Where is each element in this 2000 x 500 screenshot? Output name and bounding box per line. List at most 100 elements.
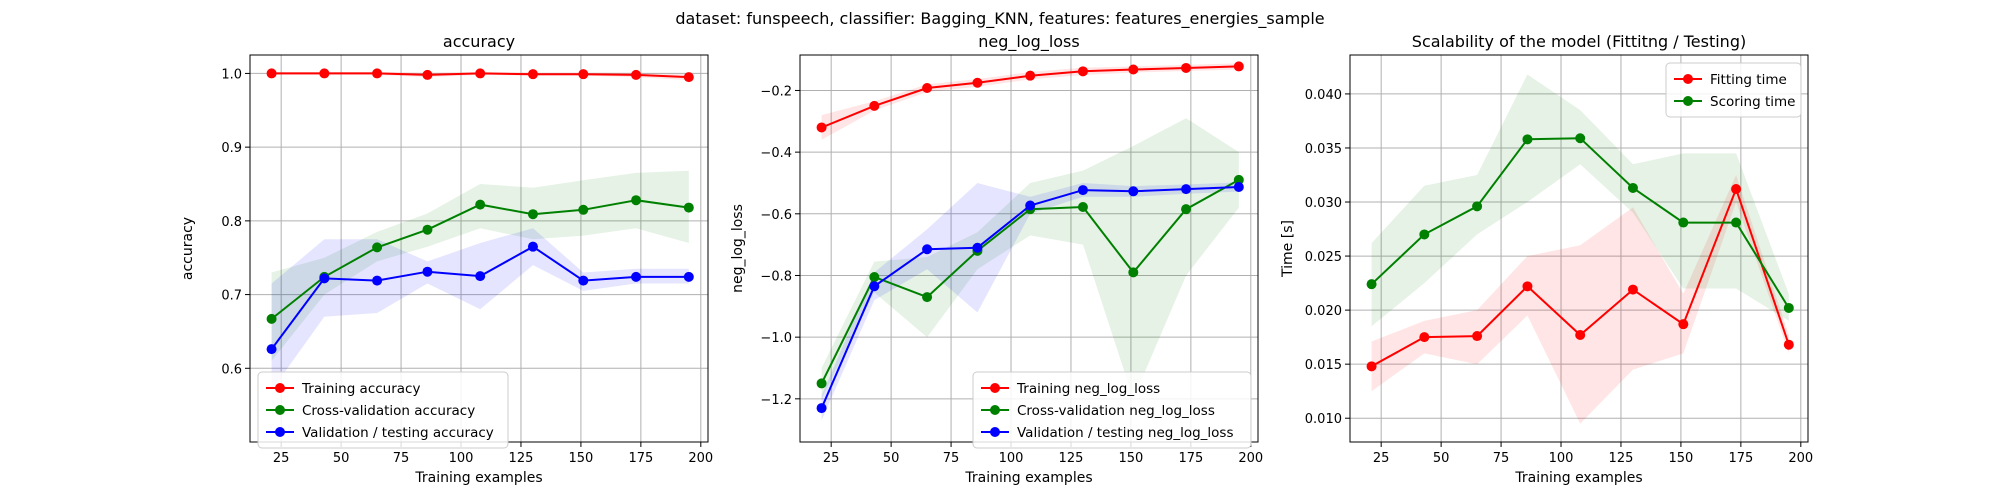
data-point [372,275,383,286]
data-point [1128,186,1139,197]
subplot-2: neg_log_loss 25 50 75 100 125 150 175 200 −1.2 −1.… [730,32,1263,486]
legend-marker [1683,74,1693,84]
data-point [1522,281,1533,292]
x-tick-label: 50 [883,451,900,466]
data-point [578,69,589,80]
y-tick-label: −0.6 [760,208,792,223]
x-tick-label: 200 [1788,451,1813,466]
data-point [475,68,486,79]
legend: Training accuracy Cross-validation accura… [257,371,509,449]
x-tick-label: 50 [333,451,350,466]
x-tick-label: 175 [628,451,653,466]
data-point [631,69,642,80]
x-axis-label: Training examples [414,470,542,486]
data-point [1678,217,1689,228]
data-point [578,275,589,286]
data-point [527,241,538,252]
data-point [1233,61,1244,72]
legend-label: Cross-validation neg_log_loss [1017,403,1215,419]
data-point [475,271,486,282]
figure-suptitle: dataset: funspeech, classifier: Bagging_… [675,9,1324,29]
y-tick-label: 0.9 [221,141,242,156]
data-point [1731,217,1742,228]
confidence-band [271,228,689,391]
y-tick-label: 0.8 [221,215,242,230]
data-point [631,271,642,282]
data-point [422,224,433,235]
legend-marker [990,427,1000,437]
data-point [631,195,642,206]
y-tick-label: 0.010 [1305,412,1342,427]
x-tick-label: 175 [1178,451,1203,466]
y-tick-label: −1.2 [760,393,792,408]
legend-marker [990,405,1000,415]
data-point [869,100,880,111]
x-tick-label: 150 [1118,451,1143,466]
x-tick-label: 125 [1059,451,1084,466]
x-tick-label: 100 [449,451,474,466]
x-tick-label: 25 [273,451,290,466]
data-point [372,68,383,79]
data-point [372,242,383,253]
subplot-title: Scalability of the model (Fittitng / Tes… [1412,32,1746,51]
confidence-band [821,182,1239,421]
x-tick-label: 150 [1668,451,1693,466]
legend-label: Training neg_log_loss [1016,381,1160,397]
data-point [922,82,933,93]
data-point [683,271,694,282]
x-tick-label: 200 [1238,451,1263,466]
y-tick-label: 0.7 [221,289,242,304]
data-point [1678,319,1689,330]
legend: Fitting time Scoring time [1665,62,1802,118]
data-point [1128,267,1139,278]
y-axis-label: neg_log_loss [730,204,746,293]
x-tick-label: 75 [943,451,960,466]
data-point [266,68,277,79]
data-point [816,378,827,389]
data-point [1783,339,1794,350]
data-point [1419,332,1430,343]
data-point [972,77,983,88]
data-point [816,122,827,133]
confidence-band [1371,74,1789,327]
data-point [1575,329,1586,340]
data-point [1366,361,1377,372]
y-tick-label: 0.6 [221,362,242,377]
data-point [1025,200,1036,211]
y-tick-label: 0.015 [1305,358,1342,373]
legend-marker [1683,96,1693,106]
data-point [816,403,827,414]
legend-label: Fitting time [1710,72,1787,88]
data-point [319,68,330,79]
data-point [1472,201,1483,212]
y-tick-label: 0.030 [1305,196,1342,211]
x-tick-label: 75 [393,451,410,466]
y-tick-label: −0.8 [760,269,792,284]
data-point [1366,279,1377,290]
data-point [1181,184,1192,195]
legend-marker [275,405,285,415]
legend-box [972,371,1252,449]
data-point [869,281,880,292]
x-tick-label: 175 [1728,451,1753,466]
confidence-band [271,170,689,361]
axes-frame [1349,54,1809,443]
data-point [1233,181,1244,192]
data-point [922,292,933,303]
data-point [972,242,983,253]
x-tick-label: 25 [823,451,840,466]
data-point [1419,229,1430,240]
x-tick-label: 50 [1433,451,1450,466]
data-point [1181,204,1192,215]
x-tick-label: 25 [1373,451,1390,466]
legend-label: Validation / testing accuracy [302,425,494,441]
subplot-title: neg_log_loss [978,32,1079,52]
data-point [683,72,694,83]
data-point [1522,134,1533,145]
data-point [266,313,277,324]
y-tick-label: 0.020 [1305,304,1342,319]
data-point [1077,202,1088,213]
y-tick-label: 0.035 [1305,142,1342,157]
data-point [1472,331,1483,342]
